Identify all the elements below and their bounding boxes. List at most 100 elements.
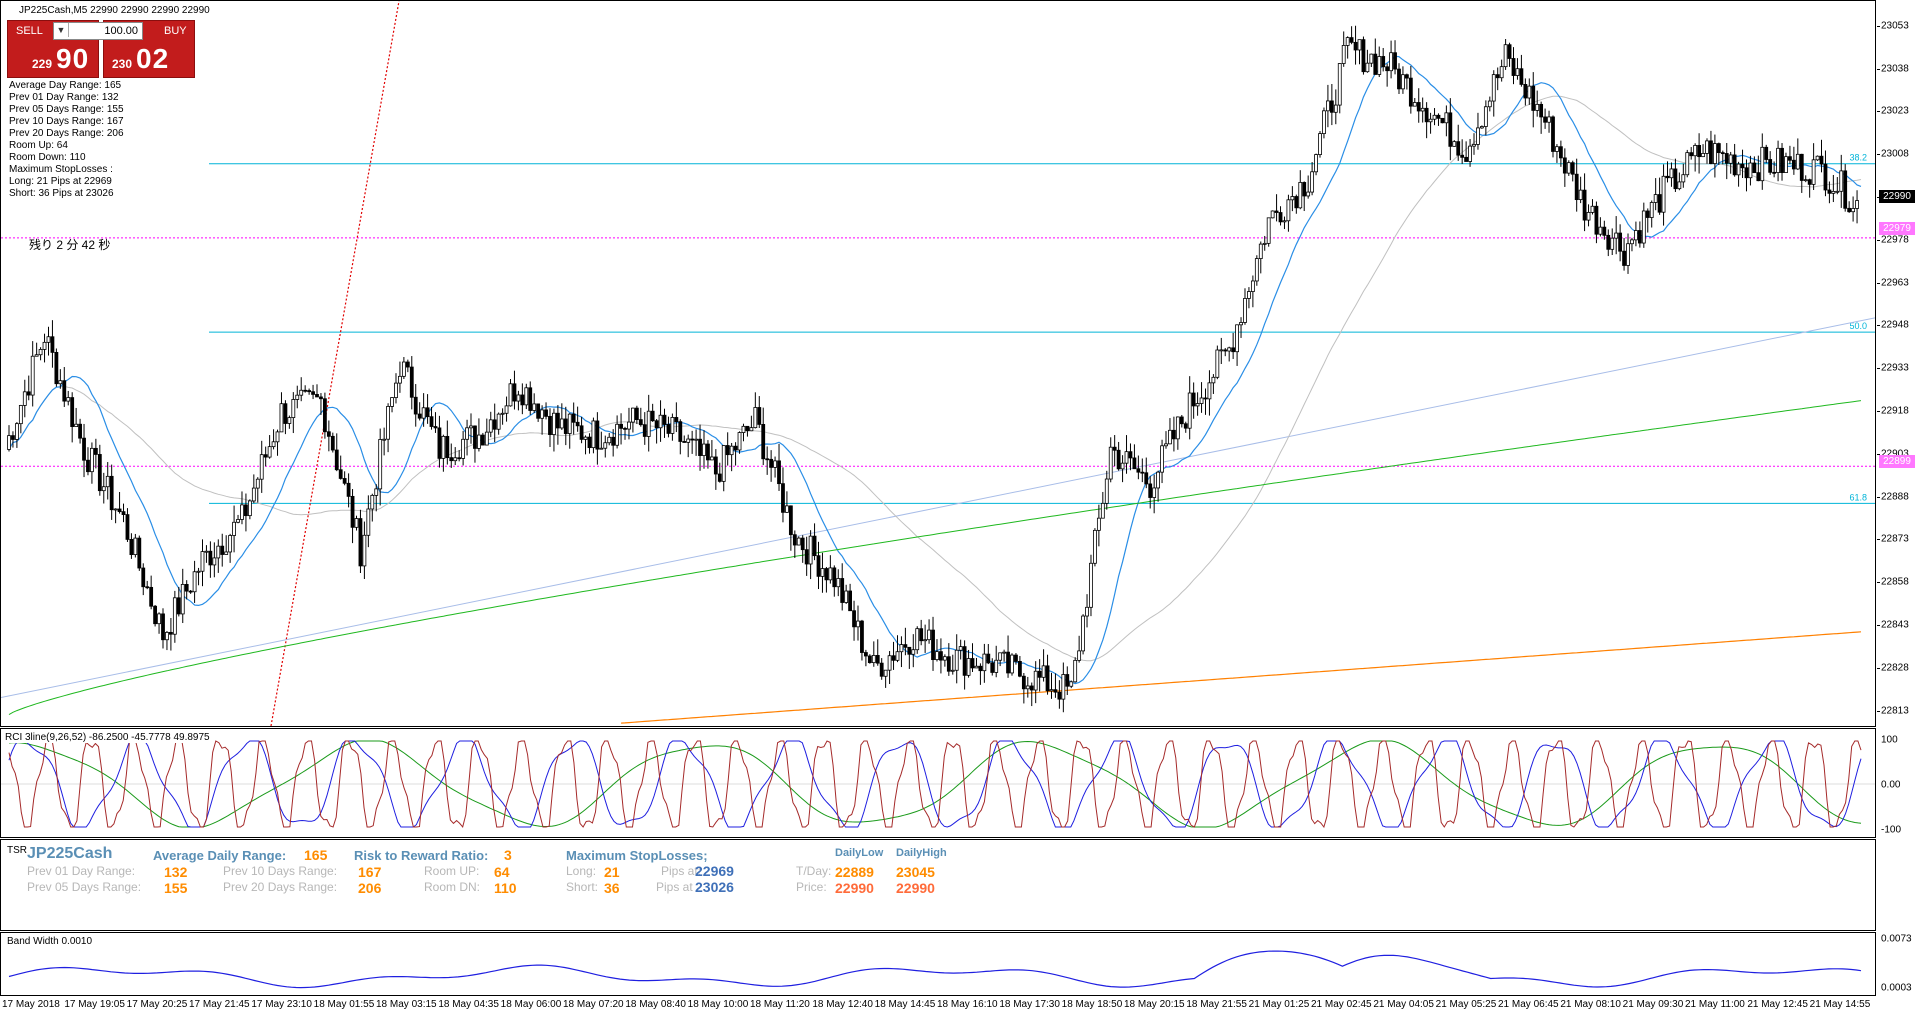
candle-body xyxy=(520,394,525,406)
candle-body xyxy=(532,403,537,411)
tsr-pipsat2-label: Pips at xyxy=(656,880,693,894)
candle-body xyxy=(1610,237,1615,250)
candle-body xyxy=(271,441,276,448)
candle-body xyxy=(42,341,47,350)
candle-body xyxy=(974,665,979,669)
main-chart-pane[interactable]: 38.2 50.0 61.8 JP225Cash,M5 22990 22990 22… xyxy=(0,0,1876,727)
price-tick-mark xyxy=(1877,625,1880,627)
candle-body xyxy=(1831,191,1836,194)
candle-body xyxy=(224,551,229,555)
ma-slow-line xyxy=(8,400,1862,716)
candle-body xyxy=(1365,62,1370,73)
bw-tick-low: 0.0003 xyxy=(1881,982,1912,994)
candle-body xyxy=(176,597,181,615)
candle-body xyxy=(619,423,623,429)
candle-body xyxy=(721,445,726,482)
candle-body xyxy=(1424,107,1429,123)
tsr-prev20-value: 206 xyxy=(358,880,382,896)
bandwidth-indicator-pane[interactable]: Band Width 0.0010 xyxy=(0,932,1876,996)
candle-body xyxy=(14,423,19,440)
candle-body xyxy=(496,413,501,430)
time-tick: 17 May 20:25 xyxy=(126,999,188,1010)
candle-body xyxy=(1408,77,1413,107)
candle-body xyxy=(251,487,256,502)
candle-body xyxy=(1784,156,1788,174)
rci-tick-100: 100 xyxy=(1881,734,1898,746)
candle-body xyxy=(334,449,339,471)
candle-body xyxy=(879,662,884,677)
tsr-prev01-value: 132 xyxy=(164,864,188,880)
buy-price-prefix: 230 xyxy=(112,57,133,71)
candle-body xyxy=(62,380,67,402)
candle-body xyxy=(990,662,995,673)
candle-body xyxy=(1736,163,1741,176)
candle-body xyxy=(86,459,90,473)
candle-body xyxy=(1215,349,1220,378)
lot-dropdown-icon[interactable]: ▼ xyxy=(54,23,69,37)
lot-size-input[interactable]: 100.00 xyxy=(53,22,143,40)
candle-body xyxy=(469,425,473,429)
candle-body xyxy=(1531,85,1536,111)
candle-body xyxy=(1160,445,1164,473)
candle-body xyxy=(709,456,714,461)
bandwidth-axis: 0.0073 0.0003 xyxy=(1877,932,1916,996)
candle-body xyxy=(1657,194,1662,213)
candle-body xyxy=(1839,170,1844,192)
candle-body xyxy=(413,396,418,415)
candle-body xyxy=(1223,349,1228,352)
tsr-tday-label: T/Day: xyxy=(796,864,832,878)
tsr-roomup-label: Room UP: xyxy=(424,864,480,878)
tsr-pipsat2-value: 23026 xyxy=(695,879,734,895)
candle-body xyxy=(986,653,991,664)
candle-body xyxy=(374,488,379,496)
candle-body xyxy=(445,435,450,459)
candle-body xyxy=(212,557,217,566)
candle-body xyxy=(962,646,967,676)
candle-body xyxy=(93,447,98,455)
price-tick-mark xyxy=(1877,411,1880,413)
candle-body xyxy=(1622,250,1626,266)
candle-body xyxy=(567,413,572,434)
candle-body xyxy=(66,397,71,402)
candle-body xyxy=(204,550,209,553)
candle-body xyxy=(690,438,695,441)
tsr-tday-high: 23045 xyxy=(896,864,935,880)
candle-body xyxy=(1282,220,1287,223)
candle-body xyxy=(1618,232,1623,252)
candle-body xyxy=(30,355,35,396)
bandwidth-svg xyxy=(8,950,1862,989)
time-axis: 17 May 2018 17 May 19:05 17 May 20:25 17 Ma… xyxy=(0,996,1916,1016)
candle-body xyxy=(1855,200,1859,209)
price-tick-mark xyxy=(1877,239,1880,241)
candle-body xyxy=(638,419,643,426)
candle-body xyxy=(1732,154,1737,176)
candle-body xyxy=(1144,472,1149,485)
candle-body xyxy=(1239,322,1243,326)
candle-body xyxy=(848,590,853,612)
candle-body xyxy=(1361,39,1366,73)
candle-body xyxy=(828,567,833,581)
candle-body xyxy=(1803,179,1808,182)
tsr-roomdn-value: 110 xyxy=(494,880,517,896)
rci-indicator-pane[interactable]: RCI 3line(9,26,52) -86.2500 -45.7778 49.… xyxy=(0,728,1876,838)
candle-body xyxy=(741,425,746,433)
candle-body xyxy=(236,519,240,523)
candle-body xyxy=(781,483,785,513)
candle-body xyxy=(1811,159,1816,185)
candle-body xyxy=(1626,243,1630,266)
candle-body xyxy=(1195,403,1200,407)
candle-body xyxy=(1069,681,1074,687)
candle-body xyxy=(358,518,363,567)
sell-price-big: 90 xyxy=(56,43,90,74)
price-tick-mark xyxy=(1877,325,1880,327)
candle-body xyxy=(386,406,390,440)
candle-body xyxy=(1487,100,1492,108)
candle-body xyxy=(1847,207,1852,213)
candle-body xyxy=(1634,230,1638,241)
candle-body xyxy=(500,412,505,415)
candle-body xyxy=(1337,63,1342,106)
candle-body xyxy=(398,375,402,384)
candle-body xyxy=(1002,651,1007,654)
candle-body xyxy=(1183,423,1188,429)
rci-svg xyxy=(1,740,1875,829)
